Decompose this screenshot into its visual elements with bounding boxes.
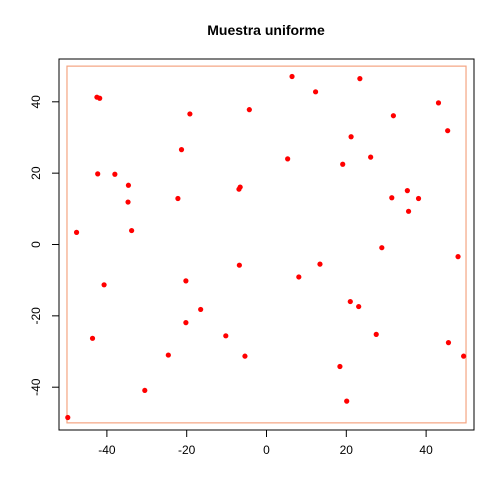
plot-area-frame xyxy=(58,58,475,431)
scatter-point xyxy=(285,156,291,162)
y-tick-label: 0 xyxy=(29,241,43,248)
scatter-point xyxy=(246,107,252,113)
scatter-point xyxy=(455,254,461,260)
scatter-point xyxy=(289,73,295,80)
scatter-point xyxy=(97,95,103,101)
scatter-point xyxy=(461,353,467,359)
x-tick-label: -40 xyxy=(98,443,116,457)
scatter-point xyxy=(296,274,302,280)
scatter-point xyxy=(405,208,412,214)
scatter-point xyxy=(129,227,135,234)
y-axis: -40 -20 0 20 40 xyxy=(29,95,60,396)
scatter-point xyxy=(337,363,343,370)
x-tick-label: 40 xyxy=(419,443,433,457)
scatter-point xyxy=(236,262,242,268)
scatter-point xyxy=(435,100,442,106)
scatter-point xyxy=(223,333,229,339)
scatter-point xyxy=(390,113,396,119)
scatter-point xyxy=(95,171,101,177)
scatter-point xyxy=(445,128,451,134)
scatter-point xyxy=(89,335,96,341)
x-tick-label: -20 xyxy=(178,443,196,457)
x-tick-label: 20 xyxy=(340,443,354,457)
scatter-point xyxy=(312,89,319,95)
scatter-point xyxy=(125,199,131,205)
scatter-point xyxy=(187,111,193,117)
y-tick-label: -40 xyxy=(29,378,43,396)
scatter-point xyxy=(356,303,362,310)
scatter-point xyxy=(357,76,363,82)
scatter-point xyxy=(348,134,354,140)
scatter-point xyxy=(125,182,132,188)
sampling-region-square xyxy=(66,65,467,424)
scatter-points xyxy=(65,73,467,421)
scatter-point xyxy=(101,282,107,288)
scatter-point xyxy=(183,320,189,326)
scatter-point xyxy=(415,195,422,202)
y-tick-label: 20 xyxy=(29,166,43,180)
scatter-point xyxy=(389,195,395,201)
scatter-point xyxy=(65,414,71,421)
scatter-point xyxy=(198,306,204,313)
scatter-point xyxy=(112,171,118,177)
x-axis: -40 -20 0 20 40 xyxy=(98,429,433,457)
chart-title: Muestra uniforme xyxy=(207,22,325,38)
scatter-point xyxy=(142,387,148,394)
scatter-point xyxy=(317,261,323,267)
y-tick-label: -20 xyxy=(29,307,43,325)
scatter-point xyxy=(236,186,242,192)
scatter-point xyxy=(445,340,452,346)
scatter-point xyxy=(73,229,80,235)
x-tick-label: 0 xyxy=(263,443,270,457)
scatter-point xyxy=(344,398,350,404)
scatter-point xyxy=(183,278,189,284)
scatter-point xyxy=(175,195,181,202)
scatter-point xyxy=(178,147,185,153)
scatter-point xyxy=(340,161,346,167)
scatter-point xyxy=(368,154,374,160)
scatter-point xyxy=(242,353,248,359)
scatter-point xyxy=(379,245,385,251)
scatter-point xyxy=(404,188,410,194)
scatter-point xyxy=(373,331,379,337)
scatter-point xyxy=(347,298,353,305)
scatter-point xyxy=(165,352,171,358)
y-tick-label: 40 xyxy=(29,95,43,109)
